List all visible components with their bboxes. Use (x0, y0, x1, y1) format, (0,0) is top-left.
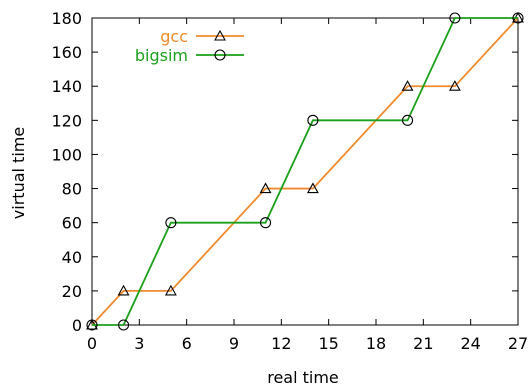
bigsim-data-point (449, 12, 461, 24)
y-axis-title: virtual time (9, 127, 28, 219)
y-tick-label: 60 (62, 214, 82, 233)
x-tick-label: 9 (229, 334, 239, 353)
x-tick-label: 6 (182, 334, 192, 353)
y-tick-label: 40 (62, 248, 82, 267)
bigsim-data-point (165, 217, 177, 229)
x-tick-label: 12 (271, 334, 291, 353)
x-axis-title: real time (267, 368, 339, 387)
gcc-legend-label: gcc (160, 27, 188, 46)
bigsim-data-point (86, 319, 98, 331)
gcc-data-point (306, 182, 319, 194)
gcc-data-point (401, 80, 414, 91)
x-tick-label: 27 (508, 334, 528, 353)
y-tick-label: 100 (51, 145, 82, 164)
x-tick-label: 0 (87, 334, 97, 353)
gcc-legend-marker (214, 29, 226, 41)
y-tick-label: 180 (51, 9, 82, 28)
x-tick-label: 21 (413, 334, 433, 353)
gcc-data-point (448, 80, 461, 91)
gcc-data-point (117, 284, 130, 296)
bigsim-data-point (402, 114, 414, 126)
gcc-series-line (91, 17, 519, 326)
gcc-data-point (164, 284, 177, 296)
x-tick-label: 15 (318, 334, 338, 353)
bigsim-data-point (260, 217, 272, 229)
y-tick-label: 140 (51, 77, 82, 96)
bigsim-series-line (92, 17, 518, 326)
x-tick-label: 24 (460, 334, 480, 353)
plot-area: 0 3 6 9 12 15 18 21 24 27 0 20 40 60 80 100 120 140 160 180… (51, 9, 528, 353)
bigsim-legend-marker (214, 49, 226, 61)
y-tick-label: 120 (51, 111, 82, 130)
bigsim-data-point (512, 12, 524, 24)
plot-frame (91, 17, 519, 326)
y-tick-label: 80 (62, 180, 82, 199)
bigsim-legend-label: bigsim (135, 46, 188, 65)
bigsim-data-point (307, 114, 319, 126)
bigsim-data-point (118, 319, 130, 331)
y-tick-label: 20 (62, 282, 82, 301)
y-tick-label: 0 (72, 316, 82, 335)
x-tick-label: 18 (366, 334, 386, 353)
x-tick-label: 3 (134, 334, 144, 353)
y-tick-label: 160 (51, 43, 82, 62)
gcc-data-point (259, 182, 272, 194)
